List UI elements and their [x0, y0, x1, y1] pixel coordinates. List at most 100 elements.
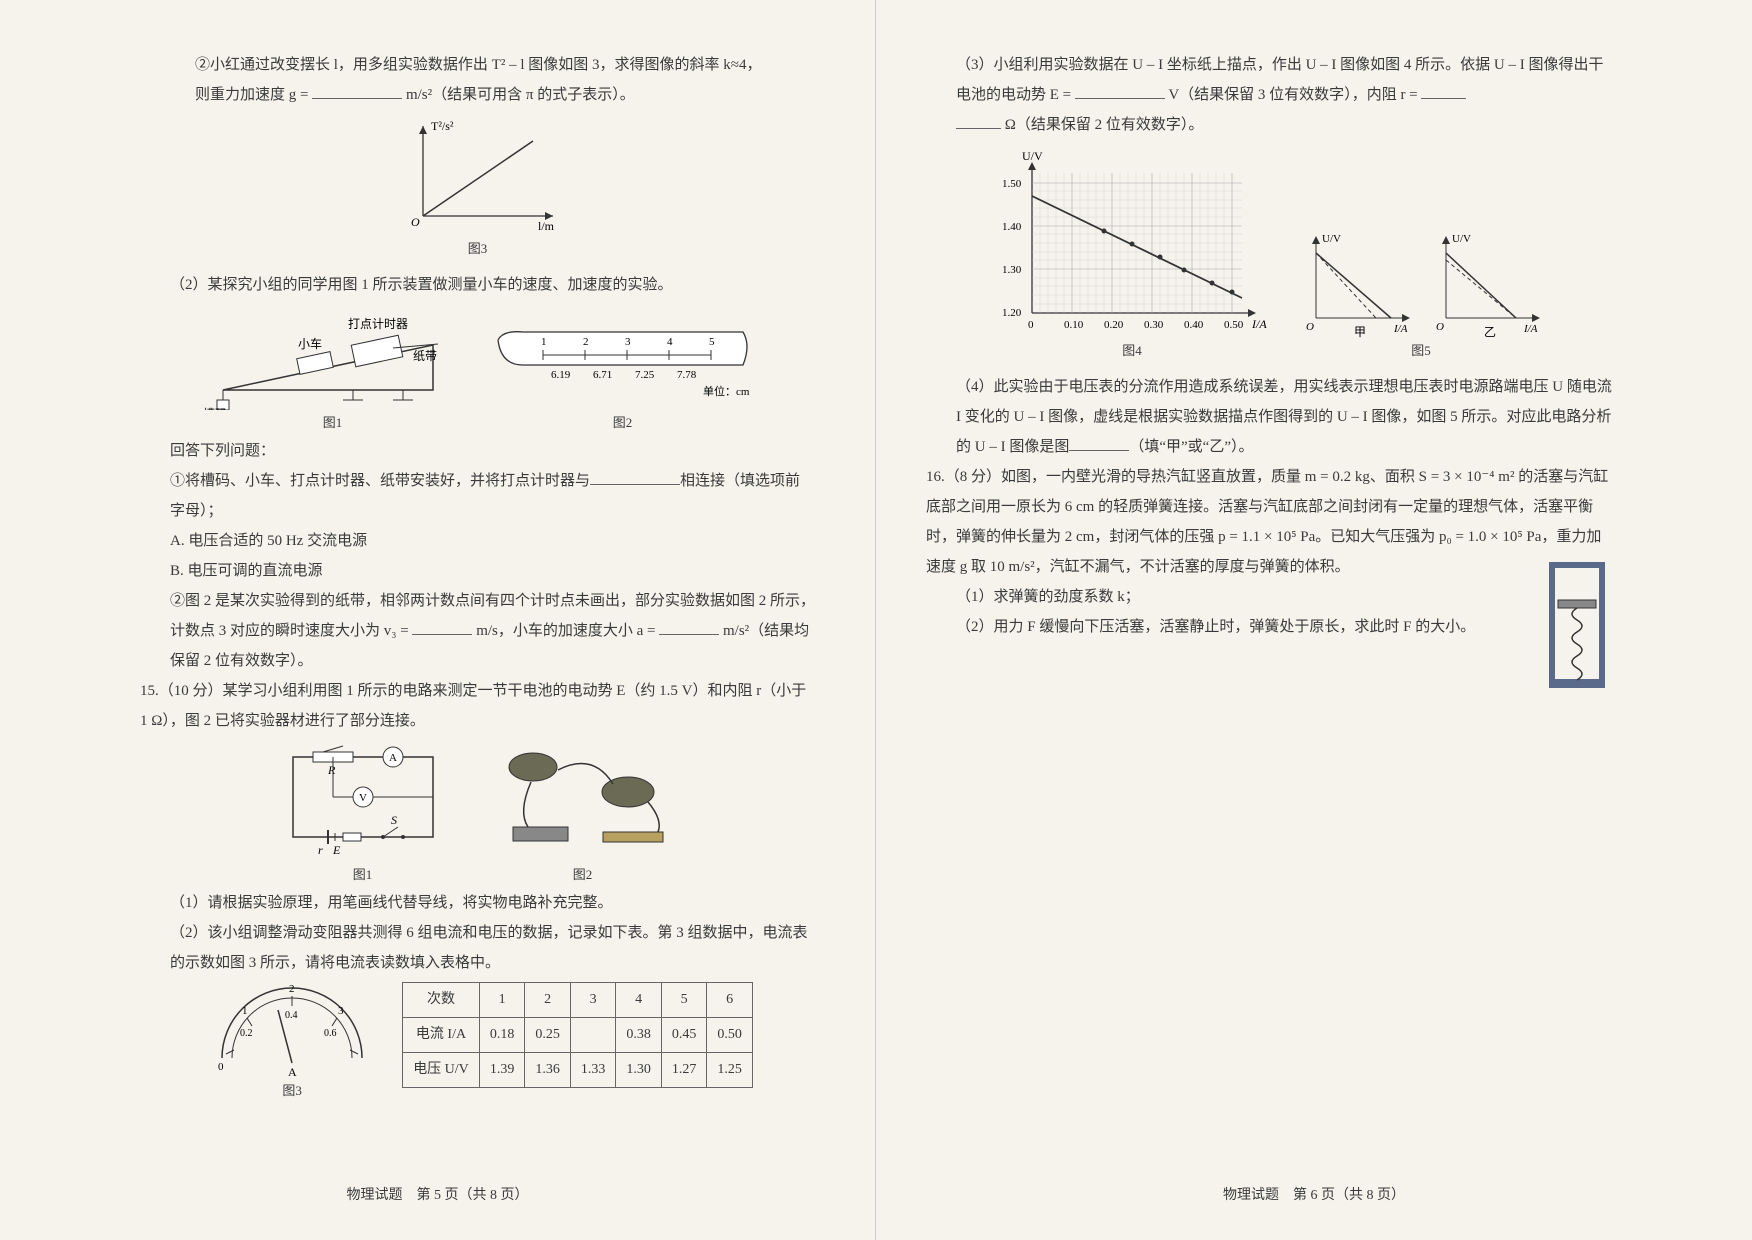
figure-row-2: R A V S r E 图1 — [140, 742, 815, 888]
svg-text:打点计时器: 打点计时器 — [348, 317, 408, 331]
blank — [1421, 84, 1466, 99]
chart-4: U/V 1.20 1.30 1.40 1.50 0 — [992, 148, 1272, 364]
caption: 图3 — [202, 1078, 382, 1104]
td: 0.18 — [479, 1018, 525, 1053]
text: ②小红通过改变摆长 l，用多组实验数据作出 T² – l 图像如图 3，求得图像… — [140, 50, 815, 80]
svg-text:r: r — [318, 843, 323, 857]
ammeter-fig: 0 1 2 3 0.2 0.4 0.6 A 图3 — [202, 978, 382, 1104]
chart-5: U/V I/A O 甲 U/V I/A O — [1296, 228, 1546, 364]
text: ②图 2 是某次实验得到的纸带，相邻两计数点间有四个计时点未画出，部分实验数据如… — [140, 586, 815, 676]
table-row: 次数 1 2 3 4 5 6 — [403, 983, 753, 1018]
td: 0.25 — [525, 1018, 571, 1053]
figure-3: T²/s² l/m O 图3 — [140, 116, 815, 262]
circuit-fig2: 图2 — [483, 742, 683, 888]
svg-text:O: O — [411, 215, 420, 229]
page-footer: 物理试题 第 6 页（共 8 页） — [876, 1182, 1752, 1210]
text: （1）请根据实验原理，用笔画线代替导线，将实物电路补充完整。 — [140, 888, 815, 918]
option-b: B. 电压可调的直流电源 — [140, 556, 815, 586]
svg-text:U/V: U/V — [1022, 149, 1043, 163]
svg-text:I/A: I/A — [1251, 317, 1267, 331]
text: ①将槽码、小车、打点计时器、纸带安装好，并将打点计时器与相连接（填选项前字母）； — [140, 466, 815, 526]
text: （4）此实验由于电压表的分流作用造成系统误差，用实线表示理想电压表时电源路端电压… — [926, 372, 1612, 462]
svg-text:1.20: 1.20 — [1002, 307, 1022, 319]
svg-text:0.50: 0.50 — [1224, 319, 1244, 331]
td: 0.50 — [707, 1018, 753, 1053]
svg-text:槽码: 槽码 — [203, 407, 227, 410]
svg-text:O: O — [1306, 321, 1314, 333]
svg-text:S: S — [391, 813, 397, 827]
svg-text:4: 4 — [667, 336, 673, 348]
svg-text:I/A: I/A — [1393, 323, 1408, 335]
th: 6 — [707, 983, 753, 1018]
table-row: 电压 U/V 1.39 1.36 1.33 1.30 1.27 1.25 — [403, 1053, 753, 1088]
page-footer: 物理试题 第 5 页（共 8 页） — [0, 1182, 875, 1210]
td: 1.36 — [525, 1053, 571, 1088]
svg-text:A: A — [389, 752, 397, 764]
svg-text:1: 1 — [242, 1005, 248, 1017]
svg-text:E: E — [332, 843, 341, 857]
td: 0.38 — [616, 1018, 662, 1053]
svg-text:1.40: 1.40 — [1002, 221, 1022, 233]
blank — [956, 114, 1001, 129]
th: 2 — [525, 983, 571, 1018]
text: m/s²（结果可用含 π 的式子表示）。 — [402, 87, 635, 103]
svg-text:5: 5 — [709, 336, 715, 348]
svg-text:R: R — [327, 763, 336, 777]
text: （2）该小组调整滑动变阻器共测得 6 组电流和电压的数据，记录如下表。第 3 组… — [140, 918, 815, 978]
figure-2: 12345 6.19 6.71 7.25 7.78 单位：cm 图2 — [493, 320, 753, 436]
text: V（结果保留 3 位有效数字），内阻 r = — [1165, 87, 1422, 103]
chart-row: U/V 1.20 1.30 1.40 1.50 0 — [926, 148, 1612, 364]
table-row: 电流 I/A 0.18 0.25 0.38 0.45 0.50 — [403, 1018, 753, 1053]
text: m/s，小车的加速度大小 a = — [472, 623, 659, 639]
svg-text:6.19: 6.19 — [551, 369, 571, 381]
svg-text:U/V: U/V — [1452, 233, 1471, 245]
option-a: A. 电压合适的 50 Hz 交流电源 — [140, 526, 815, 556]
text: Ω（结果保留 2 位有效数字）。 — [1001, 117, 1203, 133]
blank — [412, 620, 472, 635]
svg-text:O: O — [1436, 321, 1444, 333]
cylinder-figure — [1542, 560, 1612, 690]
blank — [590, 470, 680, 485]
text: 则重力加速度 g = — [195, 87, 312, 103]
svg-text:3: 3 — [625, 336, 631, 348]
svg-text:U/V: U/V — [1322, 233, 1341, 245]
svg-text:纸带: 纸带 — [413, 349, 437, 363]
svg-text:V: V — [359, 792, 367, 804]
text: 回答下列问题： — [140, 436, 815, 466]
page-5: ②小红通过改变摆长 l，用多组实验数据作出 T² – l 图像如图 3，求得图像… — [0, 0, 876, 1240]
svg-text:乙: 乙 — [1484, 325, 1496, 338]
text: （2）用力 F 缓慢向下压活塞，活塞静止时，弹簧处于原长，求此时 F 的大小。 — [926, 612, 1612, 642]
caption: 图1 — [273, 862, 453, 888]
svg-text:7.25: 7.25 — [635, 369, 655, 381]
svg-text:1.30: 1.30 — [1002, 264, 1022, 276]
q15: 15.（10 分）某学习小组利用图 1 所示的电路来测定一节干电池的电动势 E（… — [140, 676, 815, 736]
svg-text:0.20: 0.20 — [1104, 319, 1124, 331]
blank — [312, 84, 402, 99]
svg-text:小车: 小车 — [298, 336, 322, 351]
svg-text:甲: 甲 — [1354, 325, 1366, 338]
caption: 图1 — [203, 410, 463, 436]
caption: 图2 — [483, 862, 683, 888]
svg-text:0.2: 0.2 — [240, 1028, 253, 1039]
svg-text:0.10: 0.10 — [1064, 319, 1084, 331]
svg-text:I/A: I/A — [1523, 323, 1538, 335]
th: 4 — [616, 983, 662, 1018]
svg-text:0.4: 0.4 — [285, 1010, 298, 1021]
blank — [1075, 84, 1165, 99]
td: 0.45 — [661, 1018, 707, 1053]
svg-text:6.71: 6.71 — [593, 369, 612, 381]
text: （填“甲”或“乙”）。 — [1129, 439, 1253, 455]
text: ①将槽码、小车、打点计时器、纸带安装好，并将打点计时器与 — [170, 473, 590, 489]
svg-text:0: 0 — [218, 1061, 224, 1073]
graph-t2-l: T²/s² l/m O — [393, 116, 563, 236]
td: 1.39 — [479, 1053, 525, 1088]
text: 则重力加速度 g = m/s²（结果可用含 π 的式子表示）。 — [140, 80, 815, 110]
text: （2）某探究小组的同学用图 1 所示装置做测量小车的速度、加速度的实验。 — [140, 270, 815, 300]
svg-text:2: 2 — [289, 983, 295, 995]
svg-text:0.30: 0.30 — [1144, 319, 1164, 331]
svg-text:0: 0 — [1028, 319, 1034, 331]
figure-1: 小车 打点计时器 纸带 槽码 图1 — [203, 300, 463, 436]
text: （3）小组利用实验数据在 U – I 坐标纸上描点，作出 U – I 图像如图 … — [926, 50, 1612, 140]
text: （1）求弹簧的劲度系数 k； — [926, 582, 1612, 612]
td: 1.33 — [570, 1053, 616, 1088]
